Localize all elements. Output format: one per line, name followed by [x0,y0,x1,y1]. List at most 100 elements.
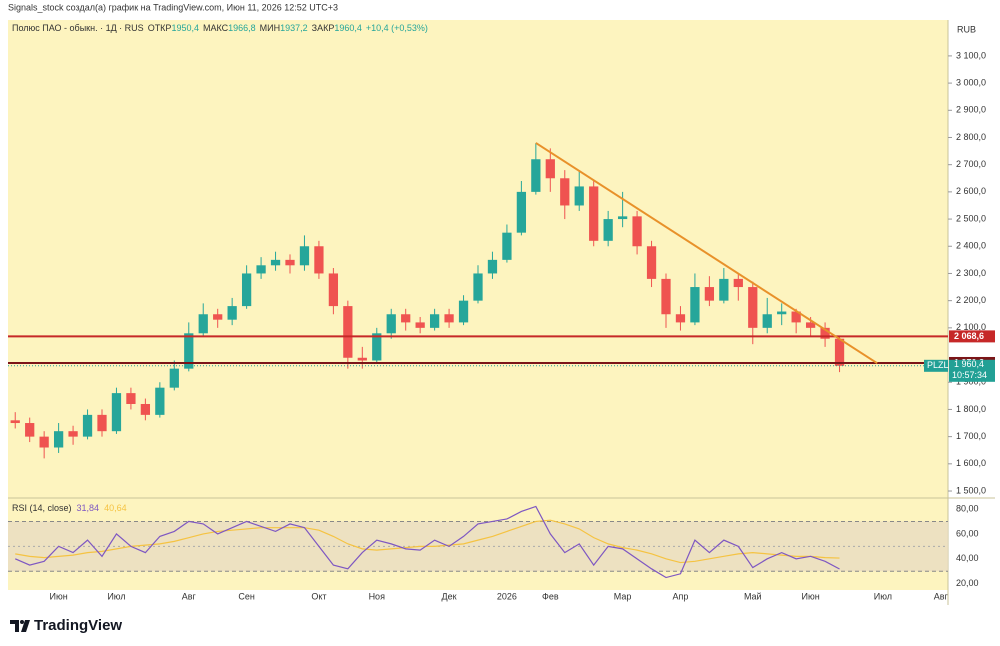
y-tick-label: 2 700,0 [956,159,986,169]
candle-body [690,287,700,323]
plot-background [8,20,948,590]
candle-body [473,273,483,301]
rsi-tick-label: 60,00 [956,528,979,538]
candle-body [372,333,382,361]
candle-body [126,393,136,404]
candle-body [834,338,845,366]
candle-body [675,314,686,323]
y-tick-label: 3 100,0 [956,50,986,60]
candle-body [270,259,281,266]
candle-body [589,186,599,241]
candle-body [617,216,628,220]
candle-body [241,273,252,307]
candle-body [415,322,425,328]
candle-body [531,159,541,192]
brand-logo [10,620,30,632]
y-tick-label: 1 600,0 [956,458,986,468]
candle-body [545,159,555,179]
y-tick-label: 3 000,0 [956,77,986,87]
candle-body [285,259,295,266]
candle-body [704,287,715,301]
candle-body [603,219,613,241]
candle-body [386,314,396,334]
rsi-ma-value: 40,64 [104,503,127,513]
x-tick-label: Июл [107,591,125,601]
candle-body [487,259,498,274]
candle-body [646,246,657,279]
candle-body [25,423,35,437]
legend: Полюс ПАО - обыкн. · 1Д · RUS ОТКР1950,4 М… [12,23,428,33]
y-tick-label: 1 500,0 [956,485,986,495]
candle-body [502,232,512,260]
candle-body [68,431,78,437]
candle-body [762,314,772,328]
y-tick-label: 2 100,0 [956,322,986,332]
legend-value: 1960,4 [334,23,362,33]
legend-change: +10,4 (+0,53%) [366,23,428,33]
y-tick-label: 1 700,0 [956,431,986,441]
legend-value: 1966,8 [228,23,256,33]
candle-body [10,420,20,424]
candle-body [328,273,339,307]
candle-body [343,306,353,358]
x-tick-label: Мар [614,591,632,601]
candle-body [632,216,642,247]
y-tick-label: 2 900,0 [956,105,986,115]
brand: TradingView [34,617,122,634]
candle-body [661,278,671,315]
x-tick-label: Ноя [369,591,386,601]
candle-body [560,178,570,206]
legend-key: ОТКР [148,23,172,33]
countdown: 10:57:34 [952,370,987,380]
candle-body [140,403,151,415]
trendline [535,142,878,365]
legend-value: 1950,4 [171,23,199,33]
rsi-tick-label: 20,00 [956,578,979,588]
candle-body [227,306,237,320]
candle-body [155,387,165,415]
y-tick-label: 2 500,0 [956,213,986,223]
candle-body [198,314,208,334]
candle-body [97,414,107,432]
candle-body [111,393,122,432]
rsi-title: RSI (14, close) [12,503,72,513]
x-tick-label: Июн [802,591,820,601]
candle-body [820,327,830,339]
candle-body [458,300,469,323]
symbol-tag [924,359,948,372]
candle-body [39,436,49,448]
candle-body [53,431,64,448]
rsi-legend: RSI (14, close) 31,84 40,64 [12,503,127,513]
candle-body [719,278,729,301]
candle-body [184,333,194,369]
candle-body [314,246,324,274]
x-tick-label: Апр [673,591,689,601]
legend-value: 1937,2 [280,23,308,33]
candle-body [213,314,223,320]
candle-body [401,314,411,323]
rsi-tick-label: 80,00 [956,503,979,513]
candle-body [748,287,758,328]
symbol-label: PLZL [927,360,949,370]
legend-key: МИН [260,23,280,33]
x-tick-label: 2026 [497,591,517,601]
x-tick-label: Дек [442,591,457,601]
candle-body [574,186,584,206]
x-tick-label: Май [744,591,762,601]
candle-body [516,191,527,233]
x-tick-label: Авг [934,591,949,601]
currency: RUB [957,24,976,34]
x-tick-label: Фев [542,591,559,601]
candle-body [444,314,454,323]
candle-body [82,414,93,437]
y-tick-label: 2 400,0 [956,241,986,251]
level-tag [949,330,995,343]
level-label: 2 068,6 [954,331,984,341]
price-tag [949,359,995,382]
candle-body [805,322,816,328]
candle-body [733,278,743,288]
x-tick-label: Окт [311,591,326,601]
symbol: Полюс ПАО - обыкн. · 1Д · RUS [12,23,144,33]
candle-body [256,265,266,274]
